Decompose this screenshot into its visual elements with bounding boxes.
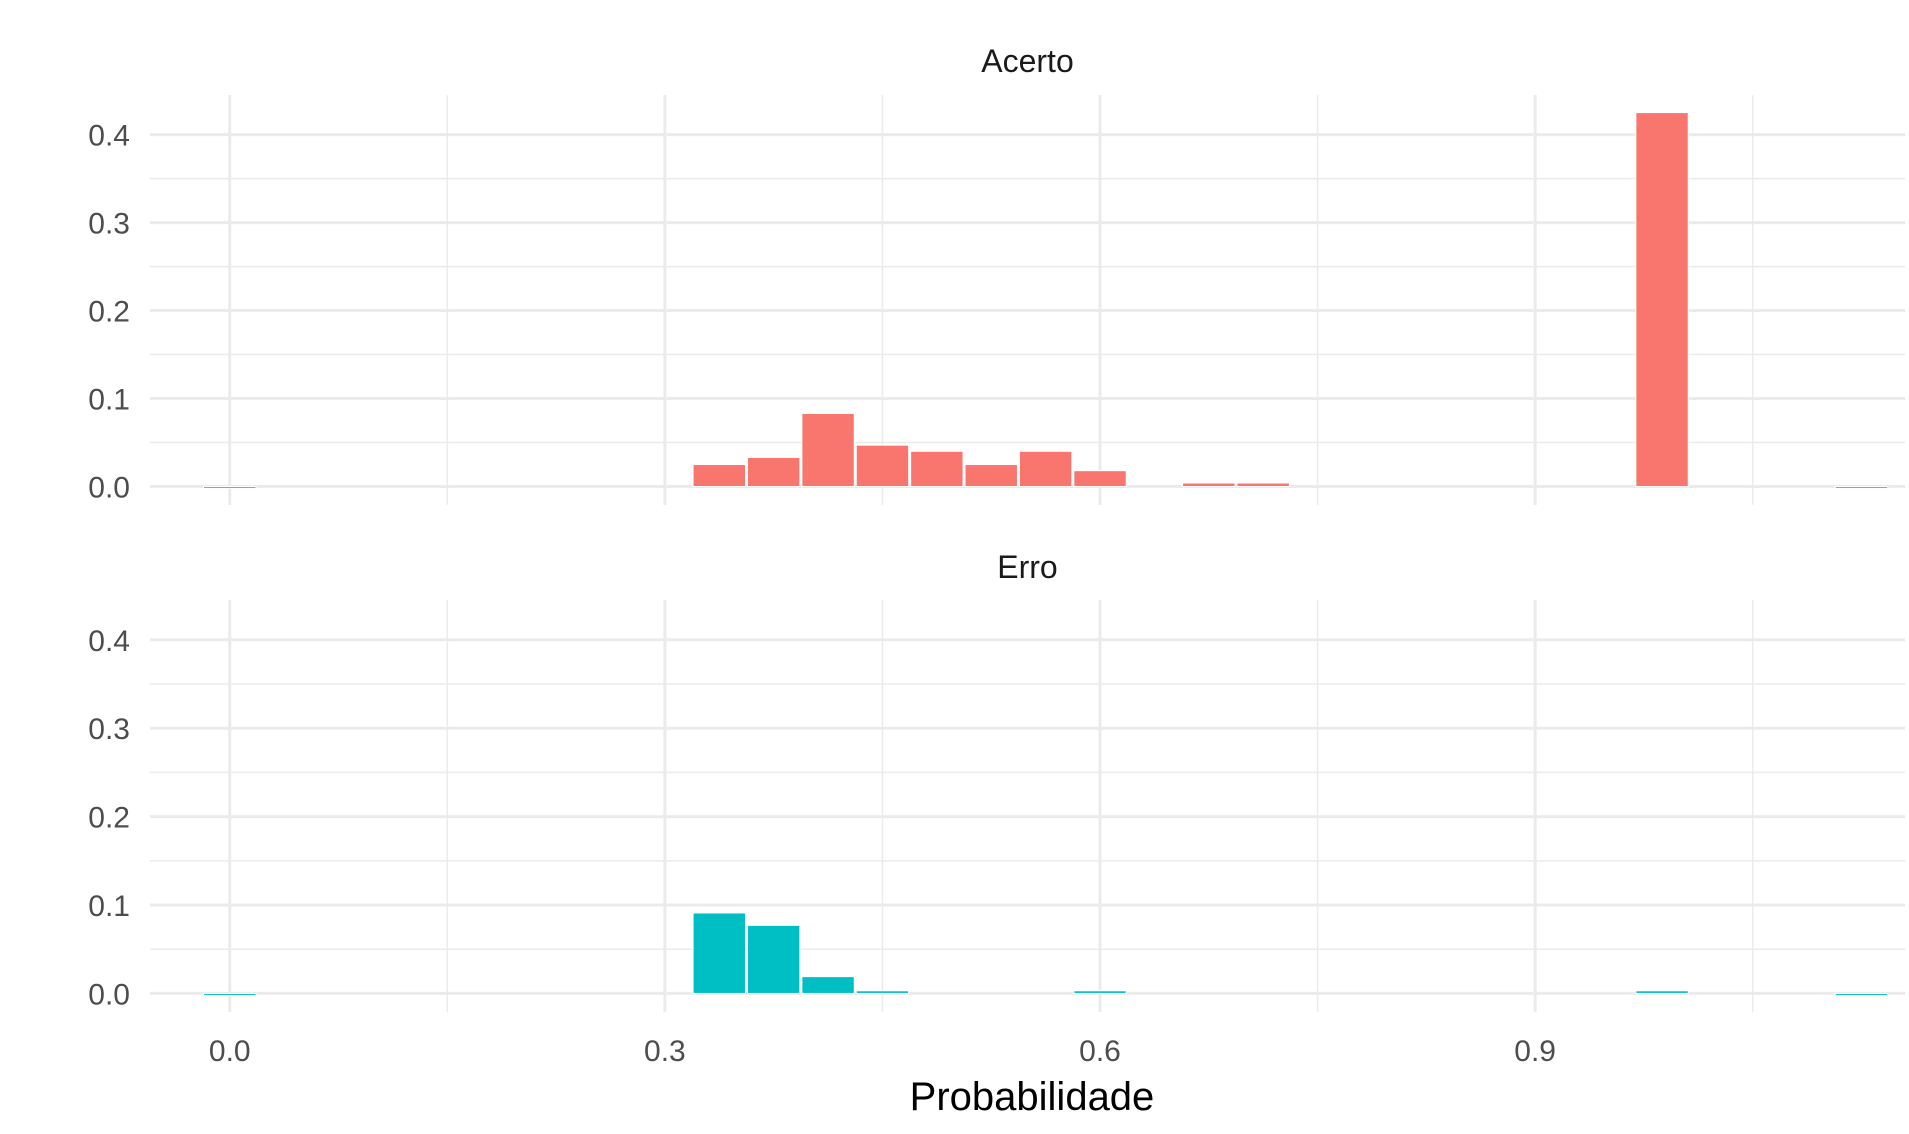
histogram-bar [1182,482,1236,488]
y-tick-label: 0.4 [88,625,130,658]
histogram-bar [1635,112,1689,488]
x-tick-label: 0.9 [1514,1035,1556,1068]
x-tick-label: 0.0 [209,1035,251,1068]
histogram-bar [1018,450,1073,488]
histogram-bar [692,912,746,994]
histogram-bar [964,464,1018,488]
x-axis-title: Probabilidade [910,1075,1155,1119]
histogram-bar [855,990,910,994]
histogram-bar [1635,990,1689,994]
y-tick-label: 0.0 [88,978,130,1011]
y-tick-label: 0.1 [88,384,130,417]
histogram-bar [855,444,910,488]
panels-layer: Acerto 0.0 0.1 0.2 0.3 0.4 Erro 0.0 0.1 0.2 0.3 0.4… [88,43,1905,1068]
histogram-bar [801,412,855,488]
histogram-bar [910,450,964,488]
panel-strip-label: Acerto [981,43,1073,79]
x-tick-label: 0.3 [644,1035,686,1068]
y-tick-label: 0.1 [88,890,130,923]
histogram-bar [801,976,855,994]
y-tick-label: 0.2 [88,802,130,835]
histogram-bar [1236,482,1290,488]
y-tick-label: 0.3 [88,208,130,241]
histogram-bar [1073,470,1127,488]
histogram-bar [1834,486,1889,490]
panel-acerto: Acerto 0.0 0.1 0.2 0.3 0.4 [88,43,1905,505]
histogram-bar [746,456,801,488]
histogram-bar [203,992,257,996]
x-tick-label: 0.6 [1079,1035,1121,1068]
y-tick-label: 0.2 [88,296,130,329]
y-tick-label: 0.0 [88,472,130,505]
panel-strip-label: Erro [997,549,1057,585]
y-tick-label: 0.3 [88,713,130,746]
histogram-bar [203,486,257,490]
y-tick-label: 0.4 [88,120,130,153]
panel-erro: Erro 0.0 0.1 0.2 0.3 0.4 0.0 0.3 0.6 0.9 [88,549,1905,1068]
histogram-bar [1834,992,1889,996]
histogram-bar [746,924,801,994]
histogram-bar [692,464,746,488]
histogram-bar [1073,990,1127,994]
